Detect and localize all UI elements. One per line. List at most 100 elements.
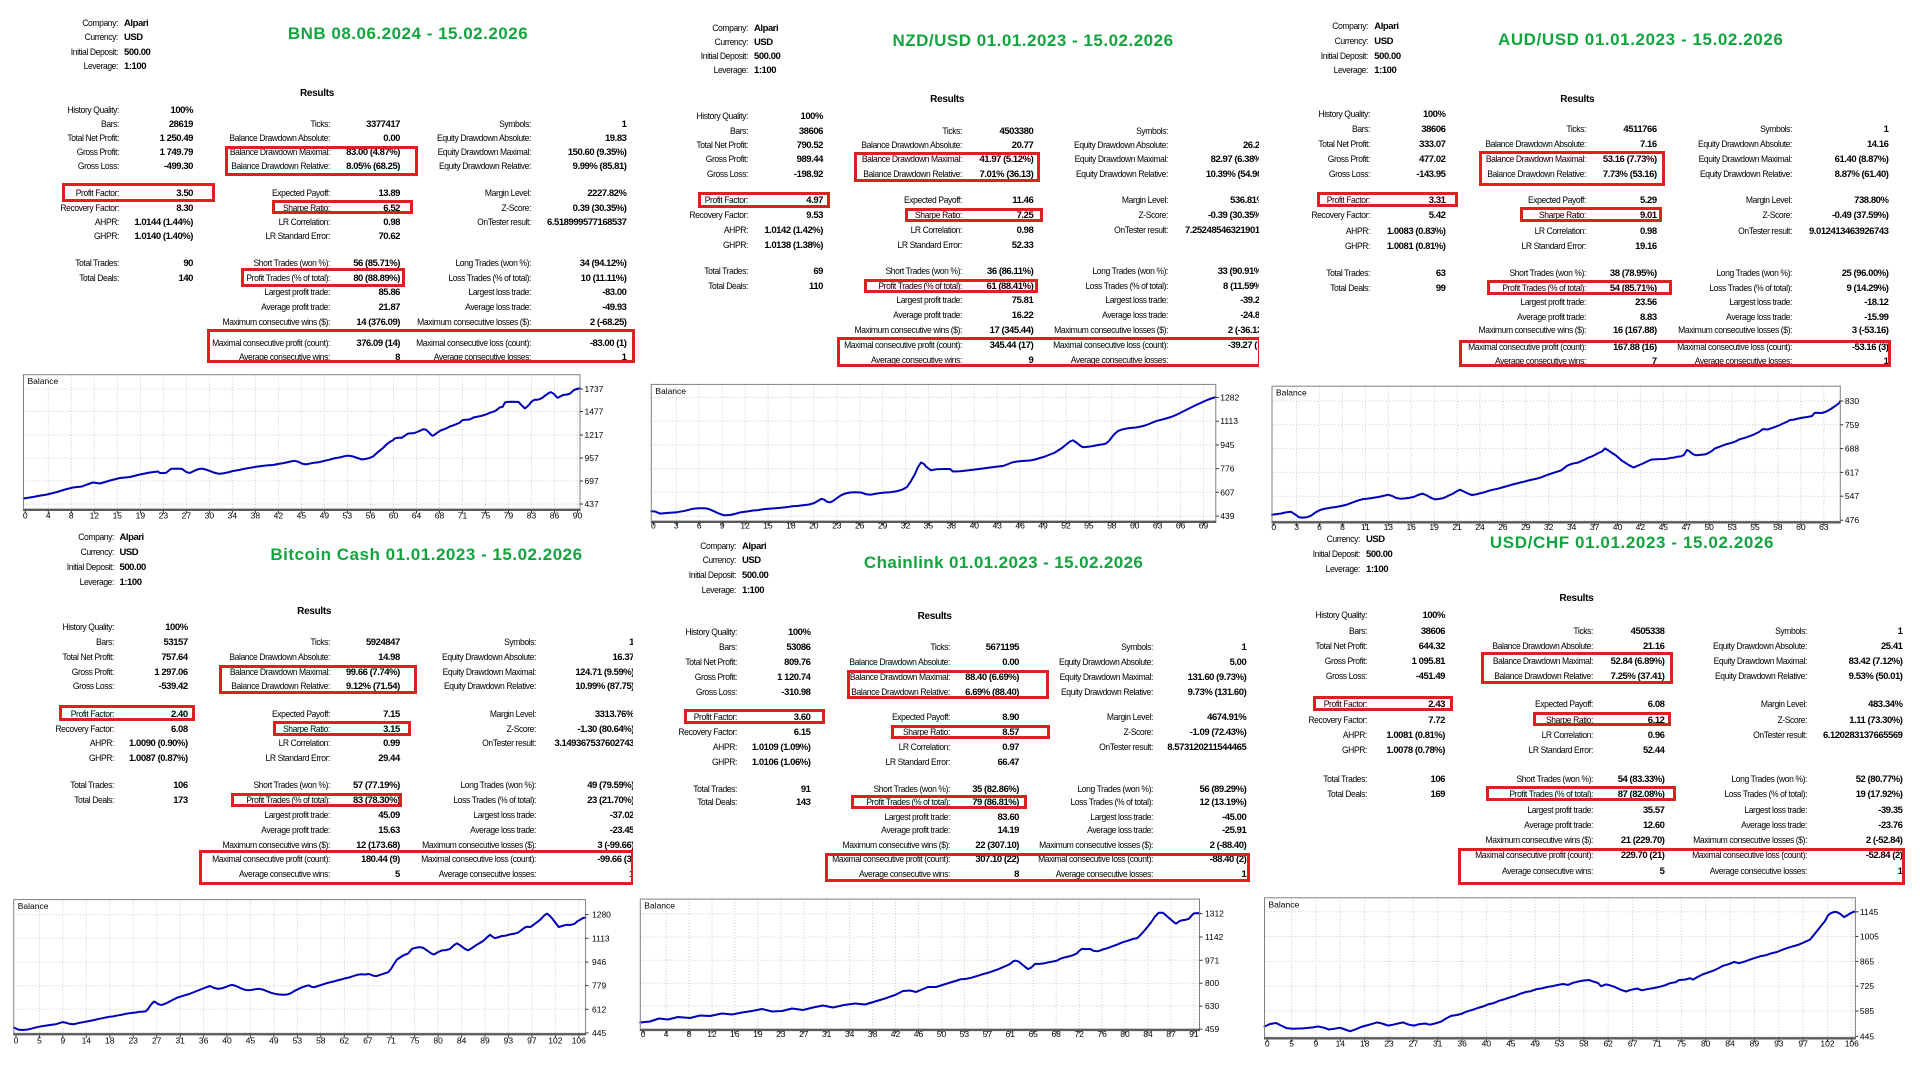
svg-text:97: 97	[527, 1036, 537, 1046]
svg-text:93: 93	[504, 1036, 514, 1046]
svg-text:86: 86	[550, 511, 560, 521]
svg-text:0: 0	[1265, 1039, 1270, 1049]
svg-text:1737: 1737	[585, 384, 604, 394]
svg-text:830: 830	[1845, 396, 1859, 406]
svg-text:957: 957	[585, 453, 599, 463]
svg-text:50: 50	[1704, 522, 1714, 532]
svg-text:76: 76	[1097, 1029, 1107, 1039]
svg-text:14: 14	[1336, 1039, 1346, 1049]
svg-text:5: 5	[37, 1036, 42, 1046]
svg-text:439: 439	[1220, 511, 1234, 521]
svg-text:1113: 1113	[1220, 416, 1238, 426]
svg-text:67: 67	[1628, 1039, 1638, 1049]
svg-text:16: 16	[1406, 522, 1416, 532]
svg-text:1280: 1280	[592, 910, 611, 920]
svg-text:8: 8	[69, 511, 74, 521]
svg-text:21: 21	[1452, 522, 1462, 532]
svg-text:49: 49	[1530, 1039, 1540, 1049]
svg-text:42: 42	[1636, 522, 1646, 532]
svg-text:4: 4	[664, 1029, 669, 1039]
svg-text:1312: 1312	[1205, 909, 1224, 919]
svg-text:0: 0	[14, 1036, 19, 1046]
svg-text:1477: 1477	[585, 407, 604, 417]
svg-text:58: 58	[316, 1036, 326, 1046]
svg-text:8: 8	[687, 1029, 692, 1039]
svg-text:32: 32	[1544, 522, 1554, 532]
svg-text:6: 6	[697, 520, 702, 530]
svg-text:67: 67	[363, 1036, 373, 1046]
svg-text:60: 60	[1796, 522, 1806, 532]
svg-text:11: 11	[1361, 522, 1370, 532]
svg-text:26: 26	[1498, 522, 1508, 532]
svg-text:23: 23	[776, 1029, 786, 1039]
svg-text:19: 19	[753, 1029, 763, 1039]
svg-text:43: 43	[992, 520, 1002, 530]
svg-text:75: 75	[1677, 1039, 1687, 1049]
svg-text:66: 66	[1176, 520, 1186, 530]
svg-text:49: 49	[320, 511, 330, 521]
svg-text:106: 106	[1845, 1039, 1859, 1049]
svg-text:71: 71	[386, 1036, 396, 1046]
svg-text:93: 93	[1774, 1039, 1784, 1049]
svg-text:64: 64	[412, 511, 422, 521]
svg-text:Balance: Balance	[644, 901, 675, 911]
svg-text:585: 585	[1860, 1006, 1874, 1016]
svg-text:72: 72	[1074, 1029, 1084, 1039]
svg-text:71: 71	[1652, 1039, 1662, 1049]
svg-text:14: 14	[82, 1036, 92, 1046]
svg-text:1005: 1005	[1860, 932, 1879, 942]
svg-text:547: 547	[1845, 491, 1859, 501]
svg-text:79: 79	[504, 511, 514, 521]
svg-text:36: 36	[1457, 1039, 1467, 1049]
svg-text:53: 53	[960, 1029, 970, 1039]
svg-text:Balance: Balance	[1276, 388, 1307, 398]
svg-text:40: 40	[970, 520, 980, 530]
svg-text:1282: 1282	[1220, 393, 1239, 403]
svg-text:58: 58	[1773, 522, 1783, 532]
svg-text:29: 29	[1521, 522, 1531, 532]
svg-text:1142: 1142	[1205, 932, 1224, 942]
svg-text:91: 91	[1189, 1029, 1199, 1039]
svg-text:Balance: Balance	[18, 901, 49, 911]
svg-text:53: 53	[1727, 522, 1737, 532]
svg-text:23: 23	[159, 511, 169, 521]
svg-text:56: 56	[366, 511, 376, 521]
svg-text:34: 34	[1567, 522, 1577, 532]
svg-text:34: 34	[845, 1029, 855, 1039]
svg-text:63: 63	[1153, 520, 1163, 530]
svg-text:865: 865	[1860, 956, 1874, 966]
svg-text:Balance: Balance	[1269, 899, 1300, 909]
svg-text:759: 759	[1845, 420, 1859, 430]
svg-text:49: 49	[269, 1036, 279, 1046]
svg-text:38: 38	[947, 520, 957, 530]
svg-text:3: 3	[1294, 522, 1299, 532]
svg-text:18: 18	[786, 520, 796, 530]
svg-text:40: 40	[222, 1036, 232, 1046]
svg-text:30: 30	[205, 511, 215, 521]
svg-text:52: 52	[1061, 520, 1071, 530]
svg-text:80: 80	[1701, 1039, 1711, 1049]
svg-text:15: 15	[763, 520, 773, 530]
svg-text:42: 42	[274, 511, 284, 521]
svg-text:32: 32	[901, 520, 911, 530]
svg-text:0: 0	[23, 511, 28, 521]
svg-text:800: 800	[1205, 978, 1219, 988]
svg-text:55: 55	[1084, 520, 1094, 530]
svg-text:946: 946	[592, 957, 606, 967]
svg-text:45: 45	[1506, 1039, 1516, 1049]
svg-text:80: 80	[433, 1036, 443, 1046]
svg-text:42: 42	[891, 1029, 901, 1039]
svg-text:62: 62	[1603, 1039, 1613, 1049]
svg-text:31: 31	[175, 1036, 185, 1046]
svg-text:27: 27	[799, 1029, 809, 1039]
svg-text:8: 8	[1340, 522, 1345, 532]
svg-text:971: 971	[1205, 955, 1219, 965]
svg-text:68: 68	[435, 511, 445, 521]
svg-text:46: 46	[914, 1029, 924, 1039]
svg-text:1145: 1145	[1860, 907, 1879, 917]
svg-text:Balance: Balance	[655, 386, 686, 396]
svg-text:90: 90	[573, 511, 583, 521]
svg-text:5: 5	[1289, 1039, 1294, 1049]
svg-text:688: 688	[1845, 444, 1859, 454]
svg-text:80: 80	[1120, 1029, 1130, 1039]
